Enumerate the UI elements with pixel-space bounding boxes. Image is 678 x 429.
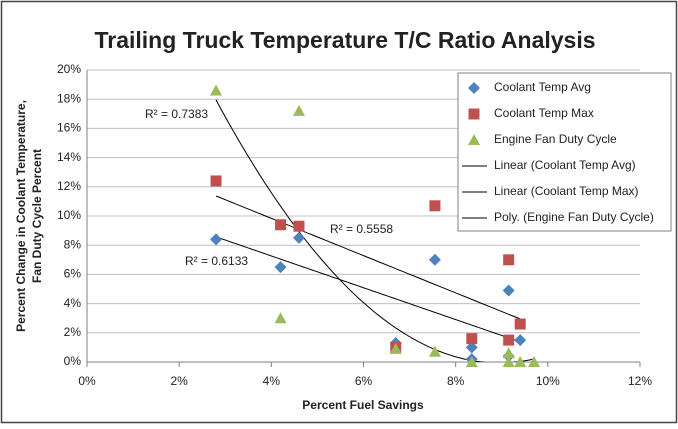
legend-label: Linear (Coolant Temp Max) [494, 184, 639, 198]
y-tick-label: 8% [64, 237, 82, 251]
trendline [215, 236, 521, 343]
x-tick-label: 10% [536, 374, 560, 388]
point [502, 284, 515, 297]
plot-area [215, 99, 535, 362]
point [503, 254, 515, 266]
y-tick-label: 12% [57, 179, 81, 193]
point [465, 341, 478, 354]
chart-title: Trailing Truck Temperature T/C Ratio Ana… [94, 27, 595, 53]
point [502, 347, 515, 359]
trendline [215, 195, 521, 320]
y-tick-label: 0% [64, 354, 82, 368]
point [528, 356, 541, 367]
y-tick-label: 14% [57, 150, 81, 164]
point [210, 84, 223, 96]
point [274, 261, 287, 274]
point [428, 345, 441, 357]
point [428, 253, 441, 266]
point [514, 334, 527, 347]
annotation: R² = 0.7383 [145, 107, 208, 121]
y-axis-label: Percent Change in Coolant Temperature, [14, 100, 28, 332]
x-tick-label: 12% [628, 374, 652, 388]
legend [457, 72, 672, 232]
y-tick-label: 20% [57, 62, 81, 76]
point [502, 356, 515, 367]
point [389, 342, 402, 354]
point [514, 318, 526, 330]
x-tick-label: 8% [447, 374, 465, 388]
point [274, 312, 287, 324]
annotation: R² = 0.5558 [330, 222, 393, 236]
point [275, 219, 287, 231]
point [210, 175, 222, 187]
y-tick-label: 6% [64, 267, 82, 281]
x-tick-label: 6% [355, 374, 373, 388]
legend-label: Linear (Coolant Temp Avg) [494, 158, 636, 172]
legend-label: Coolant Temp Max [494, 106, 594, 120]
legend-label: Poly. (Engine Fan Duty Cycle) [494, 210, 654, 224]
point [465, 356, 478, 367]
legend-marker [468, 108, 480, 120]
x-tick-label: 4% [263, 374, 281, 388]
legend-label: Coolant Temp Avg [494, 80, 591, 94]
legend-label: Engine Fan Duty Cycle [494, 132, 617, 146]
point [514, 356, 527, 367]
point [210, 233, 223, 246]
y-tick-label: 18% [57, 91, 81, 105]
point [292, 104, 305, 116]
y-tick-label: 16% [57, 121, 81, 135]
point [466, 333, 478, 345]
point [429, 200, 441, 212]
legend-marker [468, 82, 480, 94]
x-axis-label: Percent Fuel Savings [302, 398, 424, 412]
trendline [215, 99, 535, 362]
legend-marker [468, 134, 480, 145]
annotation: R² = 0.6133 [185, 254, 248, 268]
point [293, 220, 305, 232]
y-tick-label: 10% [57, 208, 81, 222]
y-axis-label: Fan Duty Cycle Percent [30, 149, 44, 283]
y-tick-label: 2% [64, 325, 82, 339]
point [292, 231, 305, 244]
y-tick-label: 4% [64, 296, 82, 310]
x-tick-label: 2% [170, 374, 188, 388]
x-tick-label: 0% [78, 374, 96, 388]
point [503, 334, 515, 346]
